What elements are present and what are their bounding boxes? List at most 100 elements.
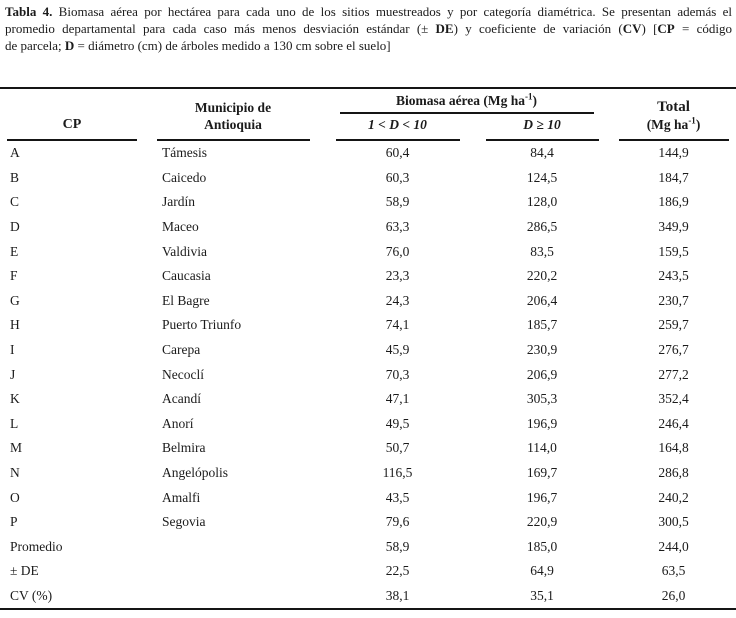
header-total-line2: (Mg ha-1): [646, 115, 701, 132]
cell-total: 63,5: [661, 563, 686, 579]
cell-biomasa-small-d: 60,4: [385, 145, 410, 161]
cell-biomasa-small-d: 116,5: [382, 465, 413, 481]
table-row: H Puerto Triunfo 74,1 185,7 259,7: [0, 313, 736, 338]
table-row: F Caucasia 23,3 220,2 243,5: [0, 264, 736, 289]
cell-municipio: Belmira: [162, 440, 206, 456]
header-municipio: Municipio de Antioquia: [144, 88, 322, 141]
cell-total: 244,0: [658, 538, 689, 554]
cell-total: 186,9: [658, 194, 689, 210]
cell-biomasa-large-d: 185,7: [526, 317, 558, 333]
cell-municipio: Acandí: [162, 391, 201, 407]
cell-municipio: Caicedo: [162, 169, 207, 185]
cell-total: 159,5: [658, 243, 689, 259]
cell-municipio: Necoclí: [162, 366, 204, 382]
cell-biomasa-large-d: 196,9: [526, 415, 558, 431]
cell-municipio: Angelópolis: [162, 465, 228, 481]
table-row: CV (%) 38,1 35,1 26,0: [0, 584, 736, 610]
cell-biomasa-large-d: 64,9: [530, 563, 554, 579]
table-row: G El Bagre 24,3 206,4 230,7: [0, 289, 736, 314]
cell-biomasa-small-d: 43,5: [385, 489, 410, 505]
cell-municipio: [144, 584, 322, 610]
cell-biomasa-large-d: 220,2: [526, 268, 558, 284]
cell-biomasa-small-d: 60,3: [385, 169, 410, 185]
header-biomasa-rule: [339, 112, 594, 114]
cell-biomasa-large-d: 128,0: [526, 194, 558, 210]
cell-cp: C: [10, 194, 20, 210]
header-sub-d1-rule: [335, 139, 460, 141]
table-row: I Carepa 45,9 230,9 276,7: [0, 338, 736, 363]
cell-biomasa-small-d: 24,3: [385, 292, 410, 308]
cell-biomasa-small-d: 45,9: [385, 342, 410, 358]
cell-total: 230,7: [658, 292, 689, 308]
cell-total: 259,7: [658, 317, 689, 333]
cell-total: 352,4: [658, 391, 689, 407]
table-row: B Caicedo 60,3 124,5 184,7: [0, 166, 736, 191]
cell-municipio: El Bagre: [162, 292, 210, 308]
table-row: A Támesis 60,4 84,4 144,9: [0, 141, 736, 166]
cell-municipio: Támesis: [162, 145, 207, 161]
cell-biomasa-large-d: 196,7: [526, 489, 558, 505]
cell-biomasa-large-d: 206,4: [526, 292, 558, 308]
cell-municipio: Valdivia: [162, 243, 207, 259]
cell-total: 240,2: [658, 489, 689, 505]
cell-municipio: Segovia: [162, 514, 206, 530]
cell-biomasa-large-d: 35,1: [530, 587, 554, 603]
cell-biomasa-small-d: 58,9: [385, 538, 410, 554]
cell-biomasa-small-d: 22,5: [385, 563, 410, 579]
table-row: ± DE 22,5 64,9 63,5: [0, 559, 736, 584]
header-cp-label: CP: [62, 117, 82, 132]
header-sub-d2: D ≥ 10: [473, 114, 611, 141]
cell-cp: ± DE: [10, 563, 39, 579]
table-row: J Necoclí 70,3 206,9 277,2: [0, 362, 736, 387]
cell-cp: P: [10, 514, 18, 530]
cell-municipio: Anorí: [162, 415, 194, 431]
cell-cp: J: [10, 366, 16, 382]
header-biomasa-label: Biomasa aérea (Mg ha-1): [395, 91, 538, 108]
cell-biomasa-large-d: 230,9: [526, 342, 558, 358]
cell-total: 26,0: [661, 587, 686, 603]
cell-biomasa-small-d: 74,1: [385, 317, 410, 333]
cell-biomasa-small-d: 76,0: [385, 243, 410, 259]
table-body: A Támesis 60,4 84,4 144,9 B Caicedo 60,3…: [0, 141, 736, 609]
cell-biomasa-large-d: 185,0: [526, 538, 558, 554]
cell-biomasa-small-d: 79,6: [385, 514, 410, 530]
table-row: L Anorí 49,5 196,9 246,4: [0, 412, 736, 437]
cell-total: 184,7: [658, 169, 689, 185]
table-row: C Jardín 58,9 128,0 186,9: [0, 190, 736, 215]
header-municipio-line1: Municipio de: [194, 100, 272, 115]
cell-total: 246,4: [658, 415, 689, 431]
table-row: D Maceo 63,3 286,5 349,9: [0, 215, 736, 240]
cell-cp: G: [10, 292, 20, 308]
cell-cp: F: [10, 268, 18, 284]
table-caption: Tabla 4. Biomasa aérea por hectárea para…: [5, 4, 732, 54]
header-cp-rule: [7, 139, 137, 141]
cell-cp: D: [10, 219, 20, 235]
cell-municipio: [144, 535, 322, 560]
cell-total: 277,2: [658, 366, 689, 382]
cell-municipio: Jardín: [162, 194, 195, 210]
header-sub-d1-label: 1 < D < 10: [368, 117, 427, 132]
cell-biomasa-small-d: 38,1: [385, 587, 410, 603]
cell-total: 243,5: [658, 268, 689, 284]
cell-municipio: Puerto Triunfo: [162, 317, 242, 333]
cell-municipio: Carepa: [162, 342, 201, 358]
table-row: P Segovia 79,6 220,9 300,5: [0, 510, 736, 535]
cell-biomasa-large-d: 220,9: [526, 514, 558, 530]
cell-biomasa-large-d: 124,5: [526, 169, 558, 185]
cell-biomasa-large-d: 305,3: [526, 391, 558, 407]
header-total: Total (Mg ha-1): [611, 88, 736, 141]
cell-cp: CV (%): [10, 587, 53, 603]
table-row: E Valdivia 76,0 83,5 159,5: [0, 239, 736, 264]
cell-cp: L: [10, 415, 19, 431]
table-row: K Acandí 47,1 305,3 352,4: [0, 387, 736, 412]
header-sub-d2-rule: [485, 139, 599, 141]
cell-biomasa-small-d: 50,7: [385, 440, 410, 456]
cell-cp: A: [10, 145, 20, 161]
cell-cp: K: [10, 391, 20, 407]
cell-biomasa-small-d: 23,3: [385, 268, 410, 284]
cell-total: 300,5: [658, 514, 689, 530]
table-row: Promedio 58,9 185,0 244,0: [0, 535, 736, 560]
cell-biomasa-large-d: 286,5: [526, 219, 558, 235]
cell-biomasa-small-d: 49,5: [385, 415, 410, 431]
